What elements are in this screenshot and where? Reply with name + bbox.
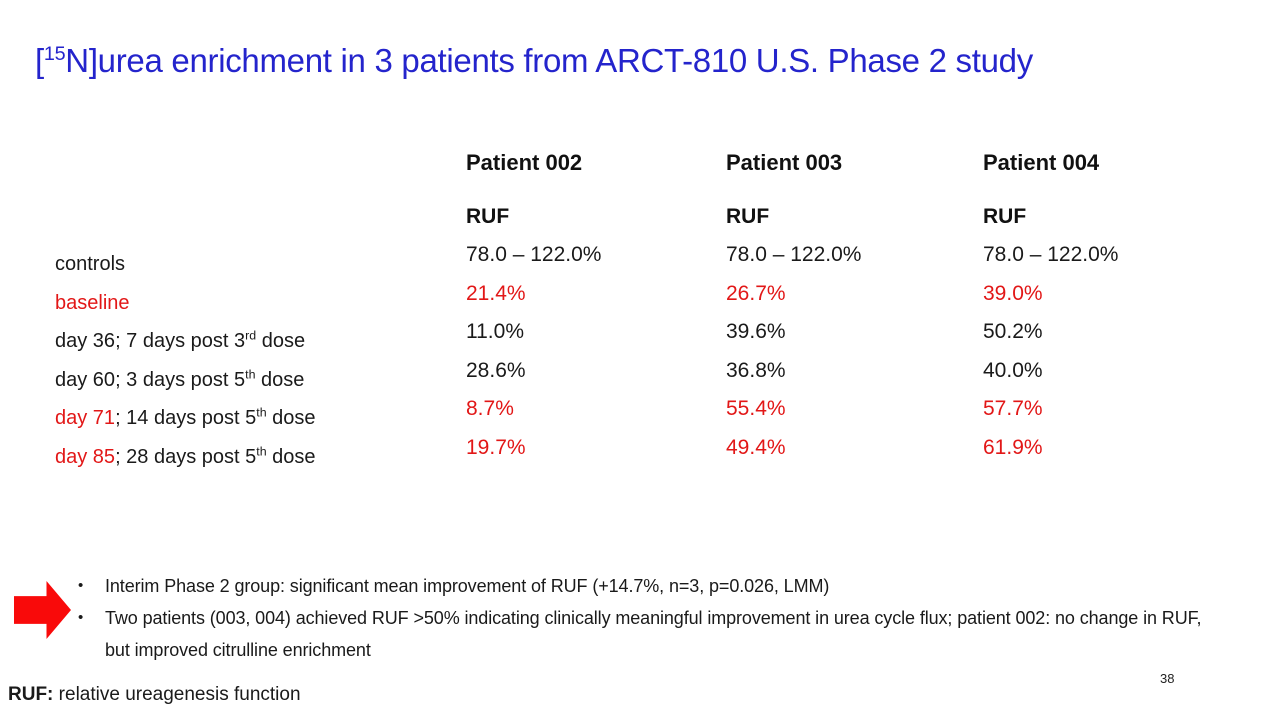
value-cell: 40.0%: [983, 358, 1043, 382]
ruf-header-003: RUF: [726, 205, 770, 228]
value-cell: 78.0 – 122.0%: [726, 243, 862, 266]
title-prefix: [: [35, 42, 44, 79]
row-label-day60: day 60; 3 days post 5th dose: [55, 367, 305, 391]
value-cell: 55.4%: [726, 397, 786, 421]
row-label-lead: day 60: [55, 368, 116, 391]
slide-title: [15N]urea enrichment in 3 patients from …: [35, 42, 1033, 80]
patient-003-header: Patient 003: [726, 150, 843, 175]
value-cell: 39.6%: [726, 320, 786, 344]
row-label-lead: day 85: [55, 445, 116, 468]
value-cell: 28.6%: [466, 358, 526, 382]
patient-002-header: Patient 002: [466, 150, 583, 175]
bullet-item: • Interim Phase 2 group: significant mea…: [78, 570, 1218, 602]
value-cell: 26.7%: [726, 281, 786, 305]
value-cell: 11.0%: [466, 320, 524, 344]
row-label-day85: day 85; 28 days post 5th dose: [55, 444, 316, 468]
table-spacer: [55, 205, 466, 243]
title-text: N]urea enrichment in 3 patients from ARC…: [65, 42, 1033, 79]
bullet-text: Two patients (003, 004) achieved RUF >50…: [105, 608, 1202, 660]
value-cell: 19.7%: [466, 435, 526, 459]
bullet-marker: •: [78, 577, 84, 594]
value-cell: 50.2%: [983, 320, 1043, 344]
table-corner-spacer: [55, 150, 466, 205]
row-label-day71: day 71; 14 days post 5th dose: [55, 405, 316, 430]
bullet-text: Interim Phase 2 group: significant mean …: [105, 576, 830, 596]
value-cell: 57.7%: [983, 397, 1043, 421]
row-label-baseline: baseline: [55, 282, 466, 321]
patient-ruf-table: Patient 002 Patient 003 Patient 004 RUF …: [55, 150, 1280, 475]
value-cell: 78.0 – 122.0%: [466, 243, 602, 266]
bullet-item: • Two patients (003, 004) achieved RUF >…: [78, 602, 1218, 666]
title-superscript: 15: [43, 43, 66, 65]
row-label-day36: day 36; 7 days post 3rd dose: [55, 328, 306, 353]
value-cell: 61.9%: [983, 435, 1043, 459]
row-label-controls: controls: [55, 243, 466, 282]
value-cell: 21.4%: [466, 281, 526, 305]
bullet-list: • Interim Phase 2 group: significant mea…: [78, 570, 1218, 666]
value-cell: 8.7%: [466, 397, 514, 421]
page-number: 38: [1160, 671, 1175, 686]
ruf-header-004: RUF: [983, 205, 1027, 228]
footnote: RUF: relative ureagenesis function: [8, 684, 301, 706]
value-cell: 78.0 – 122.0%: [983, 243, 1119, 266]
value-cell: 49.4%: [726, 435, 786, 459]
bullet-marker: •: [78, 609, 84, 626]
row-label-lead: day 36: [55, 330, 116, 353]
row-label-lead: controls: [55, 253, 126, 275]
ruf-header-002: RUF: [466, 205, 510, 228]
patient-004-header: Patient 004: [983, 150, 1100, 175]
footnote-definition: relative ureagenesis function: [53, 684, 301, 705]
red-arrow-icon: [14, 581, 71, 639]
value-cell: 36.8%: [726, 358, 786, 382]
footnote-term: RUF:: [8, 684, 54, 705]
row-label-lead: baseline: [55, 291, 130, 314]
row-label-lead: day 71: [55, 407, 116, 430]
value-cell: 39.0%: [983, 281, 1043, 305]
